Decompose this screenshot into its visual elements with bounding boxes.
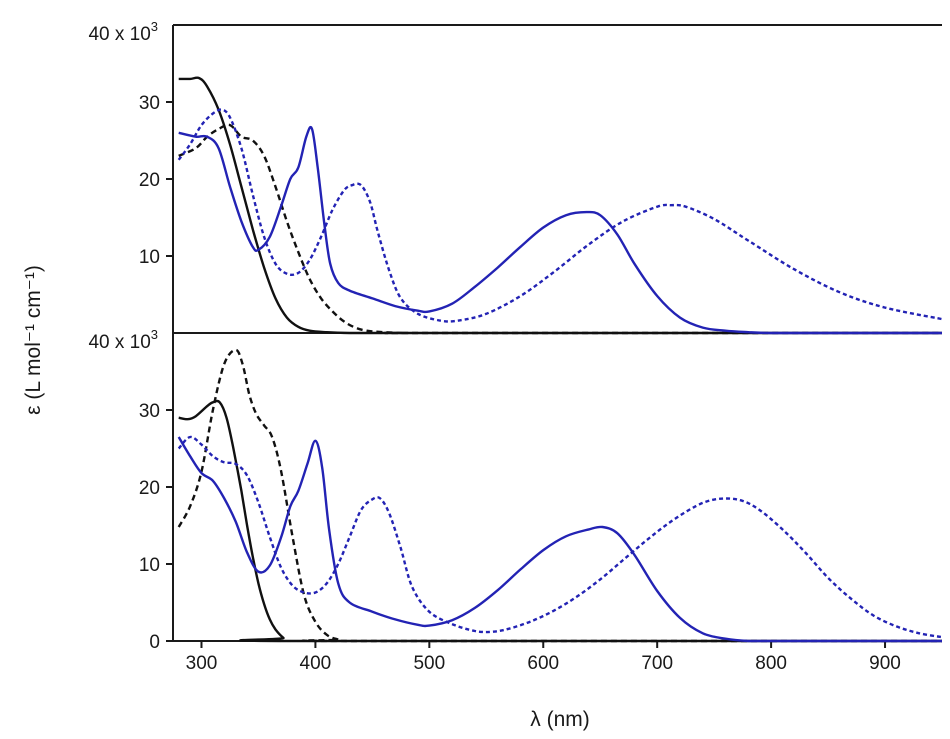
bottom-y-multiplier-label: 40 x 103 xyxy=(88,327,158,353)
bottom-y-tick-label: 10 xyxy=(139,555,160,576)
bottom-series-line-3 xyxy=(177,436,942,643)
top-y-tick-label: 20 xyxy=(139,170,160,191)
bottom-series-line-1 xyxy=(178,399,942,643)
bottom-panel: 0 10 20 30 300 400 500 600 700 800 900 40 x 103 xyxy=(88,327,943,674)
x-tick-label: 700 xyxy=(641,653,673,674)
bottom-series-group xyxy=(177,348,943,643)
top-y-tick-label: 30 xyxy=(139,93,160,114)
x-tick-label: 600 xyxy=(527,653,559,674)
bottom-x-ticks: 300 400 500 600 700 800 900 xyxy=(186,641,901,674)
top-panel: 10 20 30 40 x 103 xyxy=(88,19,943,335)
top-series-group xyxy=(177,76,943,335)
bottom-y-tick-label: 20 xyxy=(139,478,160,499)
x-tick-label: 900 xyxy=(869,653,901,674)
top-y-ticks: 10 20 30 xyxy=(139,93,173,268)
top-y-multiplier-label: 40 x 103 xyxy=(88,19,158,45)
bottom-series-line-4 xyxy=(177,435,943,639)
top-series-line-1 xyxy=(178,76,942,335)
x-axis-title: λ (nm) xyxy=(530,708,590,731)
bottom-y-tick-label: 0 xyxy=(149,632,160,653)
bottom-series-line-2 xyxy=(177,348,942,643)
top-series-line-2 xyxy=(178,123,942,335)
x-tick-label: 500 xyxy=(413,653,445,674)
x-tick-label: 300 xyxy=(186,653,218,674)
top-y-tick-label: 10 xyxy=(139,247,160,268)
top-series-line-4 xyxy=(177,108,943,323)
top-series-line-3 xyxy=(178,125,942,335)
x-tick-label: 400 xyxy=(300,653,332,674)
bottom-y-ticks: 0 10 20 30 xyxy=(139,401,173,653)
bottom-y-tick-label: 30 xyxy=(139,401,160,422)
y-axis-title: ε (L mol⁻¹ cm⁻¹) xyxy=(22,265,45,415)
x-tick-label: 800 xyxy=(755,653,787,674)
